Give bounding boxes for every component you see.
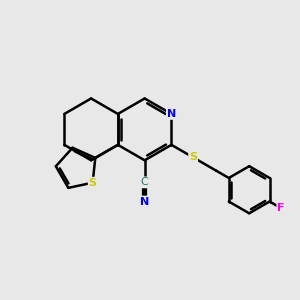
- Text: N: N: [167, 109, 176, 119]
- Text: S: S: [189, 152, 197, 162]
- Text: S: S: [89, 178, 97, 188]
- Text: N: N: [140, 196, 149, 206]
- Text: C: C: [141, 177, 148, 188]
- Text: F: F: [277, 203, 285, 213]
